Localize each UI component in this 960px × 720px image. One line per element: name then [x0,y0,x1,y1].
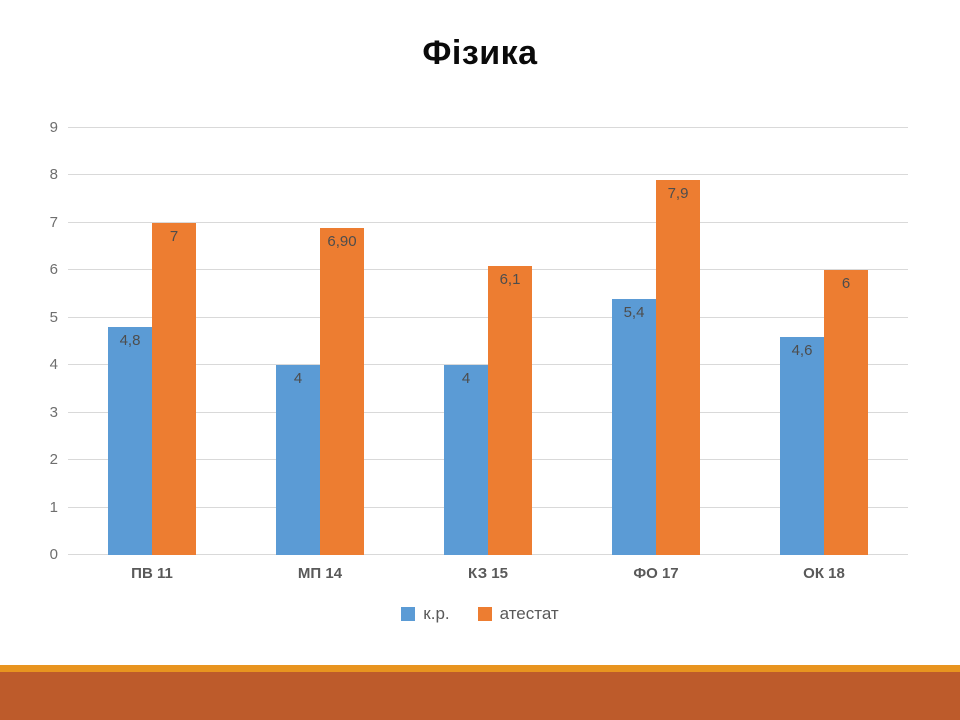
plot-area: 4,8 7 4 6,90 4 6,1 5,4 7,9 4,6 6 [68,127,908,555]
x-category-label: МП 14 [297,565,343,582]
y-axis: 0 1 2 3 4 5 6 7 8 9 [28,119,58,563]
bar-data-label: 4,6 [791,341,813,359]
legend-label: к.р. [423,604,450,623]
gridline [68,174,908,176]
y-tick-label: 6 [49,261,58,279]
y-tick-label: 5 [49,308,58,326]
x-category-label: ПВ 11 [131,565,173,582]
bar-data-label: 7,9 [667,185,689,203]
legend-item: атестат [477,604,559,624]
gridline [68,221,908,223]
bar-атестат-ПВ 11: 7 [152,222,196,555]
bar-data-label: 5,4 [623,303,645,321]
y-tick-label: 3 [49,403,58,421]
bar-к.р.-МП 14: 4 [276,365,320,555]
bar-data-label: 4 [461,370,471,388]
gridline [68,127,908,128]
bar-атестат-МП 14: 6,90 [320,227,364,555]
chart-title: Фізика [422,34,538,72]
legend-swatch-icon [477,607,492,621]
bar-к.р.-ОК 18: 4,6 [780,336,824,555]
y-tick-label: 2 [49,451,58,469]
bar-data-label: 4 [293,370,303,388]
footer-accent-strip [0,665,960,672]
bar-к.р.-КЗ 15: 4 [444,365,488,555]
legend-item: к.р. [401,604,450,624]
bar-data-label: 4,8 [119,332,141,350]
bar-к.р.-ФО 17: 5,4 [612,298,656,555]
bar-атестат-КЗ 15: 6,1 [488,265,532,555]
legend-label: атестат [499,604,559,623]
footer-band [0,672,960,720]
y-tick-label: 7 [49,213,58,231]
x-category-label: ФО 17 [633,565,679,582]
bar-data-label: 6 [841,275,851,293]
bar-к.р.-ПВ 11: 4,8 [108,327,152,555]
legend: к.р. атестат [0,604,960,624]
x-category-label: ОК 18 [803,565,845,582]
bar-атестат-ОК 18: 6 [824,270,868,555]
y-tick-label: 8 [49,166,58,184]
x-category-label: КЗ 15 [468,565,508,582]
y-tick-label: 1 [49,498,58,516]
y-tick-label: 9 [49,119,58,136]
y-tick-label: 4 [49,356,58,374]
bar-data-label: 6,90 [327,232,357,250]
legend-swatch-icon [401,607,416,621]
y-tick-label: 0 [49,546,58,563]
bar-data-label: 6,1 [499,270,521,288]
x-axis-labels: ПВ 11 МП 14 КЗ 15 ФО 17 ОК 18 [68,565,908,587]
bar-data-label: 7 [169,227,179,245]
bar-атестат-ФО 17: 7,9 [656,180,700,555]
